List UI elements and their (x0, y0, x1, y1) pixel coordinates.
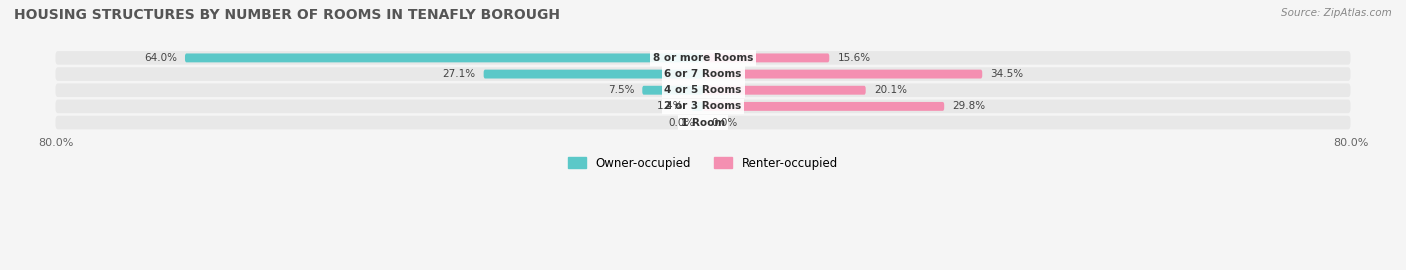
Text: 8 or more Rooms: 8 or more Rooms (652, 53, 754, 63)
Text: 2 or 3 Rooms: 2 or 3 Rooms (665, 102, 741, 112)
Text: 15.6%: 15.6% (838, 53, 870, 63)
Legend: Owner-occupied, Renter-occupied: Owner-occupied, Renter-occupied (564, 152, 842, 174)
Text: 34.5%: 34.5% (990, 69, 1024, 79)
FancyBboxPatch shape (703, 102, 945, 111)
Text: 7.5%: 7.5% (607, 85, 634, 95)
FancyBboxPatch shape (55, 51, 1351, 65)
Text: 0.0%: 0.0% (711, 117, 737, 127)
Text: 64.0%: 64.0% (143, 53, 177, 63)
FancyBboxPatch shape (55, 116, 1351, 129)
Text: 1.4%: 1.4% (657, 102, 683, 112)
FancyBboxPatch shape (186, 53, 703, 62)
Text: 4 or 5 Rooms: 4 or 5 Rooms (664, 85, 742, 95)
FancyBboxPatch shape (55, 100, 1351, 113)
FancyBboxPatch shape (692, 102, 703, 111)
FancyBboxPatch shape (484, 70, 703, 79)
Text: 1 Room: 1 Room (681, 117, 725, 127)
Text: 6 or 7 Rooms: 6 or 7 Rooms (664, 69, 742, 79)
FancyBboxPatch shape (643, 86, 703, 95)
Text: 29.8%: 29.8% (952, 102, 986, 112)
FancyBboxPatch shape (703, 53, 830, 62)
Text: 27.1%: 27.1% (443, 69, 475, 79)
FancyBboxPatch shape (55, 67, 1351, 81)
Text: 20.1%: 20.1% (873, 85, 907, 95)
FancyBboxPatch shape (55, 83, 1351, 97)
Text: Source: ZipAtlas.com: Source: ZipAtlas.com (1281, 8, 1392, 18)
FancyBboxPatch shape (703, 86, 866, 95)
FancyBboxPatch shape (703, 70, 983, 79)
Text: 0.0%: 0.0% (669, 117, 695, 127)
Text: HOUSING STRUCTURES BY NUMBER OF ROOMS IN TENAFLY BOROUGH: HOUSING STRUCTURES BY NUMBER OF ROOMS IN… (14, 8, 560, 22)
